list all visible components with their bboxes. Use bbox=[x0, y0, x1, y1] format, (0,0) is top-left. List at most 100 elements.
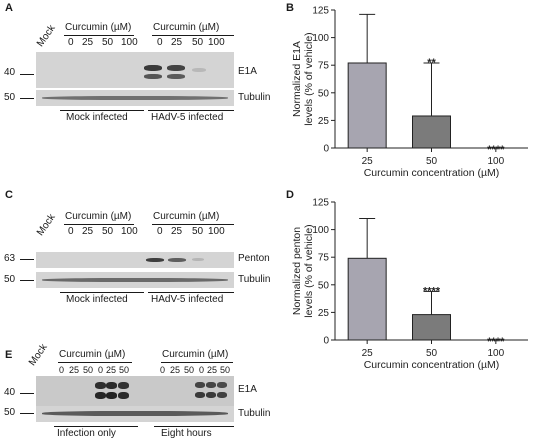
conc-label: 50 bbox=[220, 365, 231, 375]
conc-label: 0 bbox=[157, 37, 163, 48]
y-tick-label: 125 bbox=[312, 6, 329, 17]
group-line bbox=[154, 426, 234, 427]
conc-label: 50 bbox=[119, 365, 130, 375]
conc-label: 25 bbox=[106, 365, 117, 375]
conc-label: 100 bbox=[121, 226, 138, 237]
group-line bbox=[148, 110, 234, 111]
conc-label: 0 bbox=[157, 226, 163, 237]
x-tick-label: 50 bbox=[426, 348, 438, 359]
penton-blot bbox=[36, 252, 234, 268]
x-axis-label: Curcumin concentration (µM) bbox=[364, 359, 500, 371]
conc-label: 25 bbox=[82, 37, 94, 48]
x-tick-label: 100 bbox=[487, 156, 504, 167]
marker-tick bbox=[20, 280, 34, 281]
panel-letter: D bbox=[286, 189, 294, 201]
header-underline bbox=[64, 35, 134, 36]
y-axis-label: Normalized E1A bbox=[291, 41, 303, 117]
y-tick-label: 125 bbox=[312, 198, 329, 209]
curcumin-header: Curcumin (µM) bbox=[59, 349, 126, 360]
mock-label: Mock bbox=[34, 23, 58, 49]
y-tick-label: 0 bbox=[323, 144, 329, 155]
significance-label: **** bbox=[423, 285, 441, 297]
bar bbox=[412, 314, 451, 341]
conc-label: 100 bbox=[208, 37, 225, 48]
x-tick-label: 25 bbox=[362, 348, 374, 359]
y-tick-label: 100 bbox=[312, 33, 329, 44]
group-label: HAdV-5 infected bbox=[151, 294, 224, 305]
conc-label: 0 bbox=[68, 37, 74, 48]
group-label: Infection only bbox=[57, 428, 116, 439]
group-label: HAdV-5 infected bbox=[151, 112, 224, 123]
protein-label: E1A bbox=[238, 384, 257, 395]
conc-label: 25 bbox=[171, 37, 183, 48]
conc-label: 50 bbox=[102, 226, 114, 237]
e1a-blot bbox=[36, 376, 234, 406]
curcumin-header: Curcumin (µM) bbox=[153, 211, 220, 222]
panel-letter: B bbox=[286, 2, 294, 14]
conc-label: 0 bbox=[199, 365, 205, 375]
x-tick-label: 25 bbox=[362, 156, 374, 167]
conc-label: 25 bbox=[170, 365, 181, 375]
y-tick-label: 100 bbox=[312, 225, 329, 236]
e1a-blot bbox=[36, 52, 234, 88]
conc-label: 50 bbox=[192, 37, 204, 48]
conc-label: 50 bbox=[83, 365, 94, 375]
curcumin-header: Curcumin (µM) bbox=[65, 211, 132, 222]
y-axis-label: Normalized penton bbox=[291, 227, 303, 315]
conc-label: 25 bbox=[171, 226, 183, 237]
tubulin-blot bbox=[36, 406, 234, 422]
mock-label: Mock bbox=[26, 342, 50, 368]
tubulin-blot bbox=[36, 90, 234, 106]
protein-label: Penton bbox=[238, 253, 270, 264]
conc-label: 50 bbox=[192, 226, 204, 237]
y-tick-label: 25 bbox=[318, 116, 330, 127]
conc-label: 25 bbox=[82, 226, 94, 237]
protein-label: Tubulin bbox=[238, 92, 271, 103]
marker-tick bbox=[20, 393, 34, 394]
mw-marker: 50 bbox=[4, 92, 16, 103]
curcumin-header: Curcumin (µM) bbox=[65, 22, 132, 33]
y-axis-label: levels (% of vehicle) bbox=[303, 224, 315, 317]
mw-marker: 50 bbox=[4, 407, 16, 418]
conc-label: 25 bbox=[207, 365, 218, 375]
header-underline bbox=[161, 362, 233, 363]
mw-marker: 40 bbox=[4, 67, 16, 78]
protein-label: Tubulin bbox=[238, 274, 271, 285]
conc-label: 50 bbox=[184, 365, 195, 375]
conc-label: 100 bbox=[208, 226, 225, 237]
x-tick-label: 50 bbox=[426, 156, 438, 167]
conc-label: 0 bbox=[160, 365, 166, 375]
conc-label: 0 bbox=[59, 365, 65, 375]
header-underline bbox=[64, 224, 134, 225]
mock-label: Mock bbox=[34, 212, 58, 238]
bar bbox=[347, 257, 387, 341]
y-tick-label: 75 bbox=[318, 253, 330, 264]
group-line bbox=[148, 292, 234, 293]
y-tick-label: 0 bbox=[323, 336, 329, 347]
y-tick-label: 50 bbox=[318, 88, 330, 99]
group-label: Mock infected bbox=[66, 112, 128, 123]
group-label: Eight hours bbox=[161, 428, 212, 439]
conc-label: 0 bbox=[68, 226, 74, 237]
header-underline bbox=[152, 224, 234, 225]
bar bbox=[412, 115, 451, 149]
group-label: Mock infected bbox=[66, 294, 128, 305]
protein-label: E1A bbox=[238, 66, 257, 77]
conc-label: 100 bbox=[121, 37, 138, 48]
curcumin-header: Curcumin (µM) bbox=[153, 22, 220, 33]
conc-label: 25 bbox=[69, 365, 80, 375]
y-tick-label: 25 bbox=[318, 308, 330, 319]
protein-label: Tubulin bbox=[238, 408, 271, 419]
tubulin-blot bbox=[36, 272, 234, 288]
y-tick-label: 75 bbox=[318, 61, 330, 72]
x-tick-label: 100 bbox=[487, 348, 504, 359]
bar bbox=[347, 62, 387, 149]
y-tick-label: 50 bbox=[318, 280, 330, 291]
marker-tick bbox=[20, 259, 34, 260]
marker-tick bbox=[20, 413, 34, 414]
header-underline bbox=[152, 35, 234, 36]
mw-marker: 50 bbox=[4, 274, 16, 285]
conc-label: 0 bbox=[98, 365, 104, 375]
